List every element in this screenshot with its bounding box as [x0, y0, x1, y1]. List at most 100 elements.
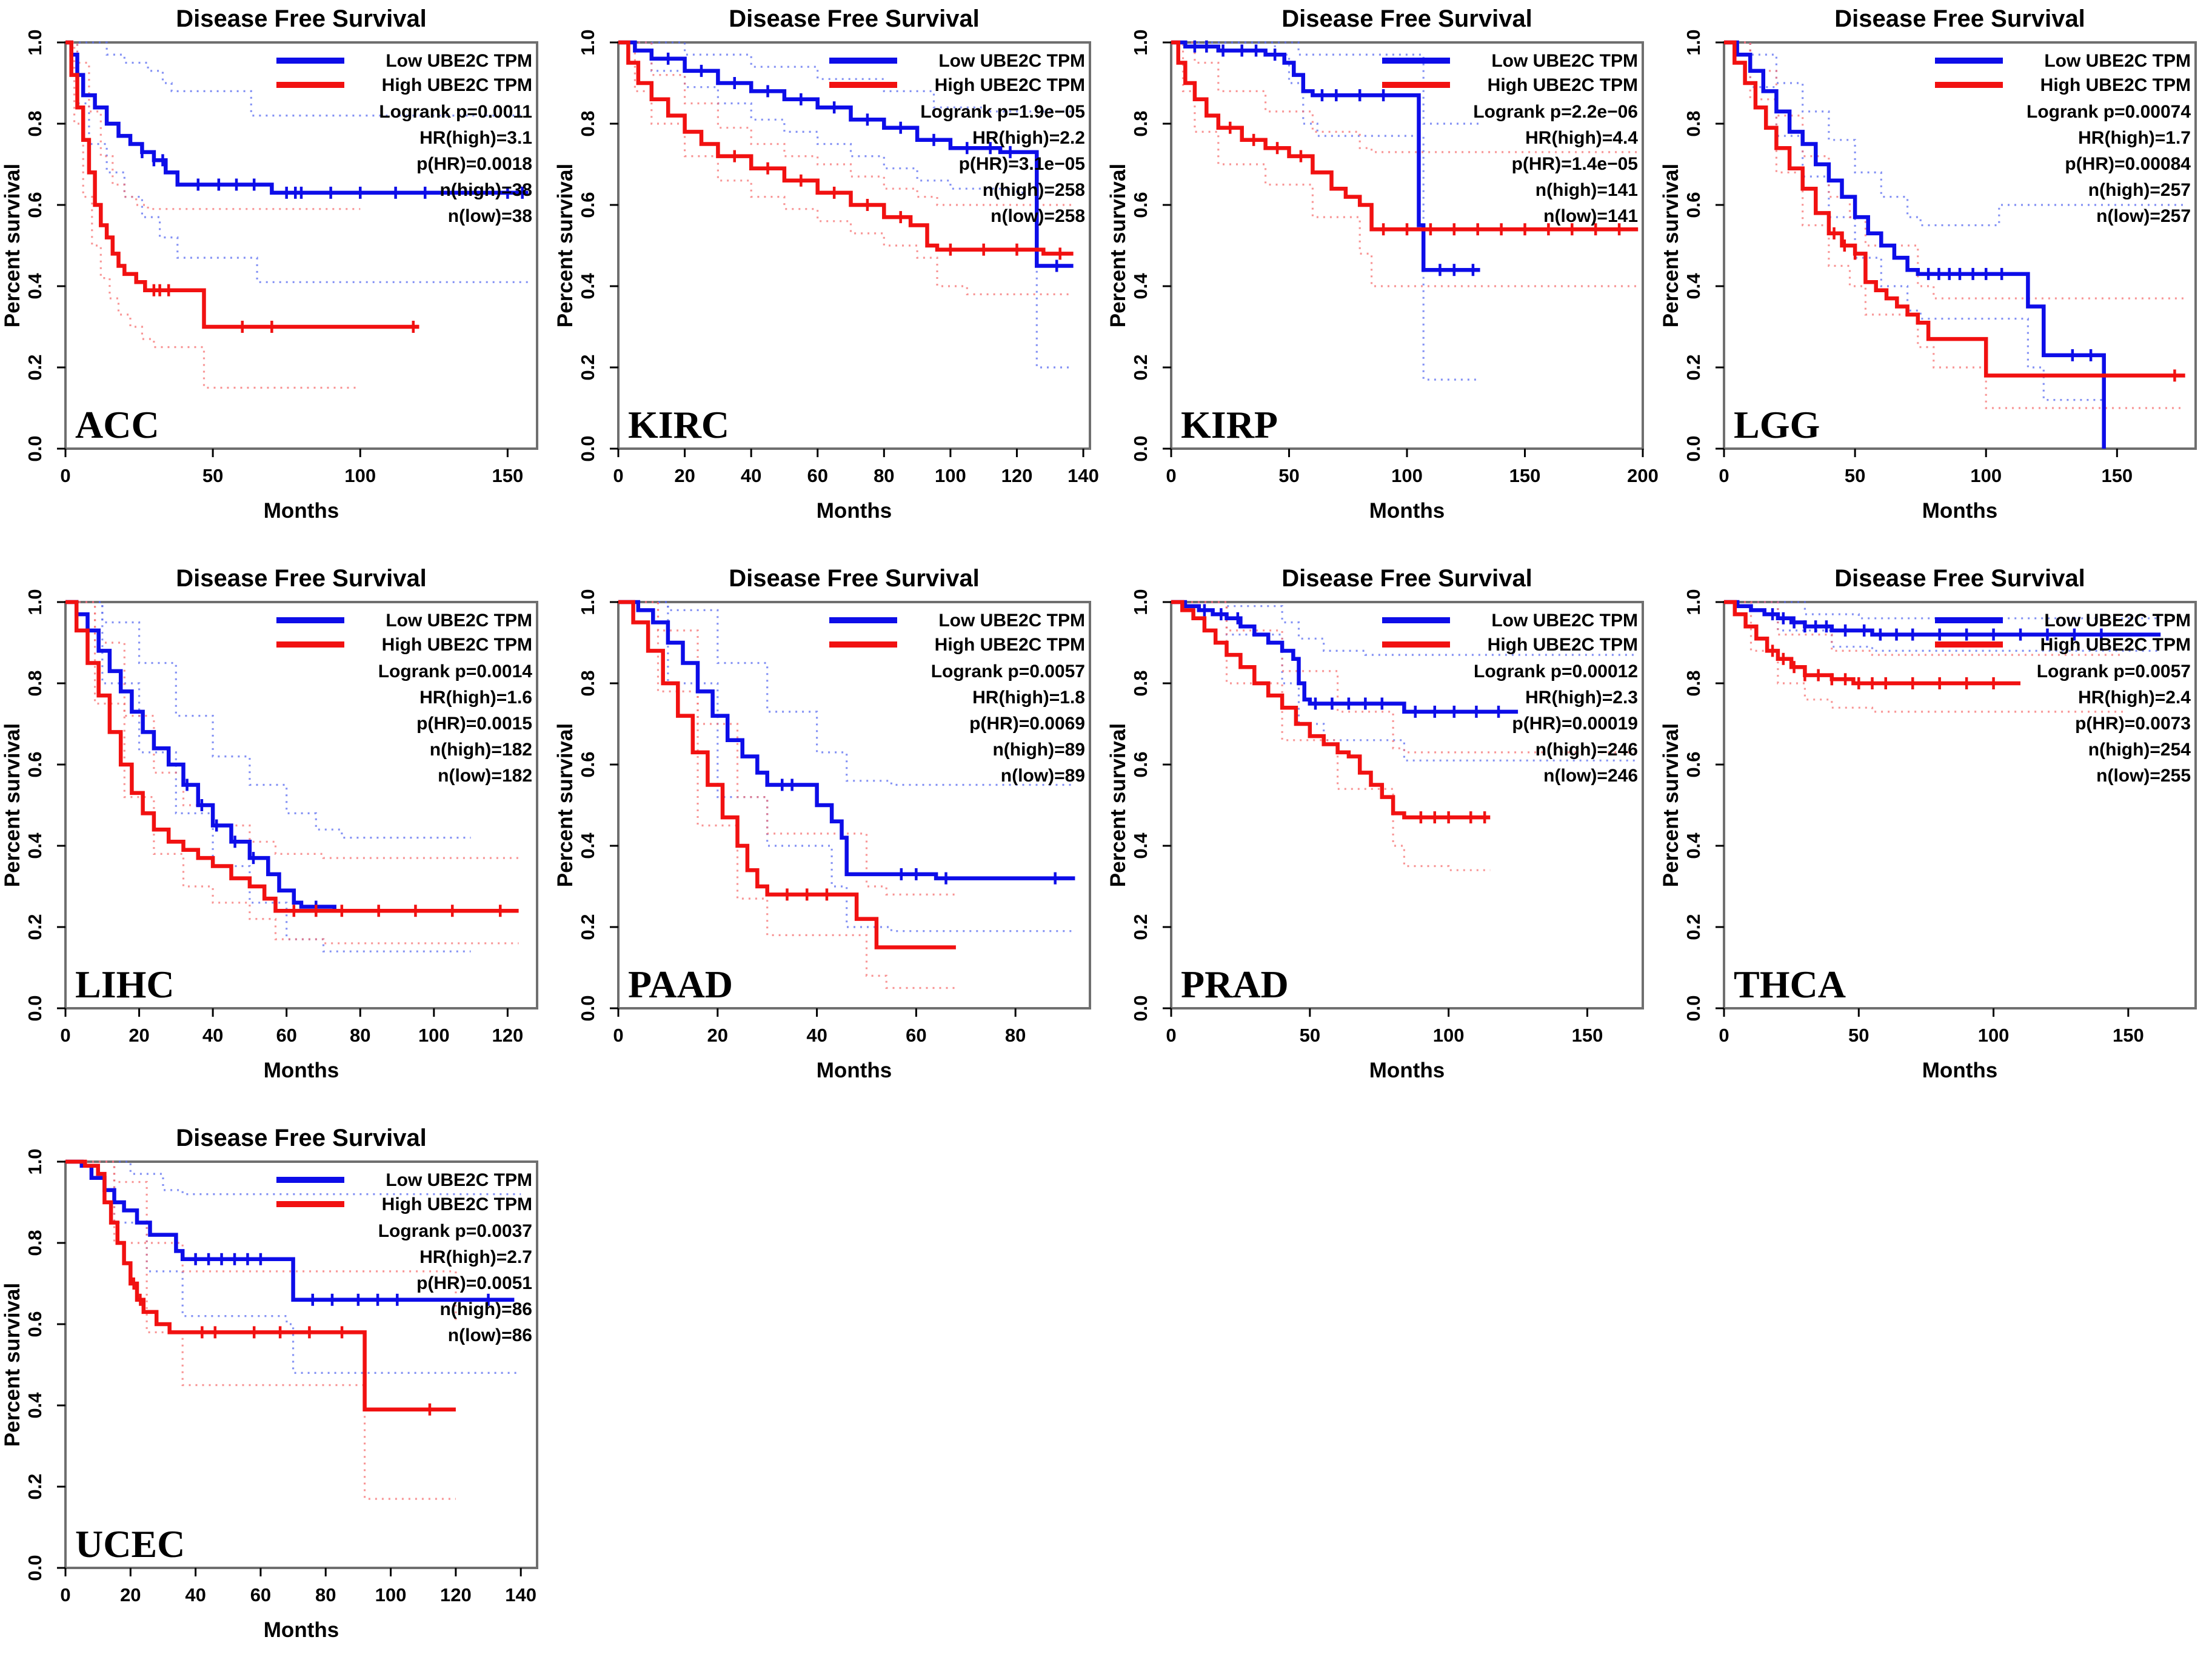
cancer-type-label: THCA	[1734, 963, 1846, 1006]
y-tick-label: 0.6	[1683, 751, 1704, 777]
ci-band-high_upper	[618, 601, 956, 896]
x-axis-label: Months	[1369, 499, 1445, 523]
legend-label-low: Low UBE2C TPM	[1491, 611, 1638, 631]
km-curve-high	[1724, 40, 2185, 378]
legend-label-high: High UBE2C TPM	[1488, 635, 1638, 655]
y-tick-label: 0.2	[1130, 354, 1151, 380]
stats-line: HR(high)=2.7	[419, 1247, 532, 1267]
panel-title: Disease Free Survival	[1281, 565, 1532, 592]
km-curve-high	[1171, 40, 1639, 232]
stats-line: HR(high)=1.6	[419, 688, 532, 708]
stats-line: HR(high)=2.4	[2078, 688, 2191, 708]
y-axis-label: Percent survival	[1106, 164, 1130, 327]
x-tick-label: 100	[344, 465, 376, 486]
x-axis-label: Months	[1369, 1059, 1445, 1082]
x-tick-label: 150	[2101, 465, 2133, 486]
y-tick-label: 0.0	[1130, 995, 1151, 1021]
legend-label-low: Low UBE2C TPM	[386, 51, 532, 71]
x-tick-label: 50	[1848, 1025, 1869, 1046]
stats-line: HR(high)=3.1	[419, 128, 532, 148]
panel-title: Disease Free Survival	[1281, 5, 1532, 32]
x-tick-label: 0	[1166, 1025, 1176, 1046]
y-tick-label: 0.2	[24, 1473, 45, 1499]
stats-line: n(high)=254	[2088, 740, 2191, 760]
ci-band-low_lower	[65, 41, 529, 283]
stats-line: Logrank p=1.9e−05	[920, 102, 1085, 122]
legend-label-high: High UBE2C TPM	[2040, 635, 2191, 655]
km-curve-low	[618, 600, 1075, 880]
ci-band-low_upper	[65, 1160, 521, 1196]
x-axis-label: Months	[817, 499, 892, 523]
y-axis-label: Percent survival	[553, 164, 577, 327]
cancer-type-label: PAAD	[628, 963, 733, 1006]
y-tick-label: 0.6	[577, 751, 598, 777]
stats-line: n(high)=246	[1535, 740, 1638, 760]
cancer-type-label: UCEC	[75, 1522, 185, 1565]
km-curve-low	[1724, 40, 2106, 449]
plot-box	[1723, 601, 2197, 1009]
x-tick-label: 140	[505, 1584, 536, 1605]
x-tick-label: 60	[250, 1584, 271, 1605]
y-tick-label: 1.0	[577, 29, 598, 55]
x-tick-label: 40	[202, 1025, 223, 1046]
stats-line: p(HR)=0.00019	[1512, 714, 1638, 734]
x-tick-label: 100	[1970, 465, 2002, 486]
ci-band-low_upper	[65, 601, 471, 839]
legend-label-low: Low UBE2C TPM	[2044, 51, 2191, 71]
x-tick-label: 80	[350, 1025, 370, 1046]
legend-label-low: Low UBE2C TPM	[2044, 611, 2191, 631]
x-tick-label: 0	[60, 465, 70, 486]
stats-line: n(low)=38	[448, 206, 532, 226]
x-tick-label: 0	[1719, 1025, 1729, 1046]
x-tick-label: 50	[1845, 465, 1865, 486]
km-plot-THCA: Disease Free Survival 0 50 100 150 0.0 0.2 0.4 0…	[1659, 565, 2197, 1082]
x-tick-label: 20	[129, 1025, 149, 1046]
legend-label-high: High UBE2C TPM	[2040, 75, 2191, 95]
x-tick-label: 150	[492, 465, 524, 486]
stats-line: p(HR)=1.4e−05	[1512, 154, 1638, 174]
km-plot-UCEC: Disease Free Survival 0 20 40 60 80 100 120 140 0…	[1, 1125, 538, 1642]
plot-box	[64, 41, 538, 450]
stats-line: n(high)=89	[992, 740, 1085, 760]
x-tick-label: 0	[613, 465, 623, 486]
panel-title: Disease Free Survival	[729, 5, 980, 32]
stats-line: Logrank p=0.0057	[931, 661, 1085, 681]
km-panel-PRAD: Disease Free Survival 0 50 100 150 0.0 0.2 0.4 0…	[1106, 560, 1659, 1114]
y-tick-label: 1.0	[24, 589, 45, 615]
x-tick-label: 100	[375, 1584, 407, 1605]
cancer-type-label: LGG	[1734, 403, 1820, 446]
legend-label-high: High UBE2C TPM	[935, 635, 1085, 655]
y-axis-label: Percent survival	[1, 164, 24, 327]
legend-label-high: High UBE2C TPM	[382, 635, 532, 655]
stats-line: p(HR)=0.00084	[2065, 154, 2191, 174]
km-curve-low	[65, 600, 342, 913]
x-tick-label: 40	[741, 465, 761, 486]
y-tick-label: 0.4	[24, 1392, 45, 1419]
km-curve-low	[1724, 600, 2161, 637]
x-tick-label: 50	[202, 465, 223, 486]
ci-band-low_lower	[1724, 41, 2104, 401]
x-tick-label: 100	[1433, 1025, 1465, 1046]
km-panel-LGG: Disease Free Survival 0 50 100 150 0.0 0.2 0.4 0…	[1659, 0, 2211, 555]
x-tick-label: 0	[60, 1025, 70, 1046]
ci-band-high_upper	[65, 41, 361, 210]
panel-title: Disease Free Survival	[1834, 565, 2085, 592]
km-curve-high	[1171, 600, 1491, 820]
ci-band-low_upper	[1724, 41, 2185, 227]
x-tick-label: 60	[276, 1025, 296, 1046]
stats-line: n(high)=38	[439, 180, 532, 200]
x-tick-label: 80	[315, 1584, 336, 1605]
x-axis-label: Months	[1922, 499, 1997, 523]
y-tick-label: 0.2	[1683, 354, 1704, 380]
y-axis-label: Percent survival	[1, 1283, 24, 1447]
x-tick-label: 200	[1627, 465, 1659, 486]
km-curve-low	[1171, 600, 1519, 714]
x-tick-label: 150	[2113, 1025, 2144, 1046]
ci-band-high_upper	[65, 601, 519, 859]
stats-line: n(high)=182	[430, 740, 532, 760]
km-curve-high	[65, 1159, 456, 1411]
stats-line: p(HR)=0.0018	[416, 154, 532, 174]
km-panel-UCEC: Disease Free Survival 0 20 40 60 80 100 120 140 0…	[0, 1119, 553, 1674]
y-axis-label: Percent survival	[553, 723, 577, 887]
x-tick-label: 50	[1300, 1025, 1320, 1046]
